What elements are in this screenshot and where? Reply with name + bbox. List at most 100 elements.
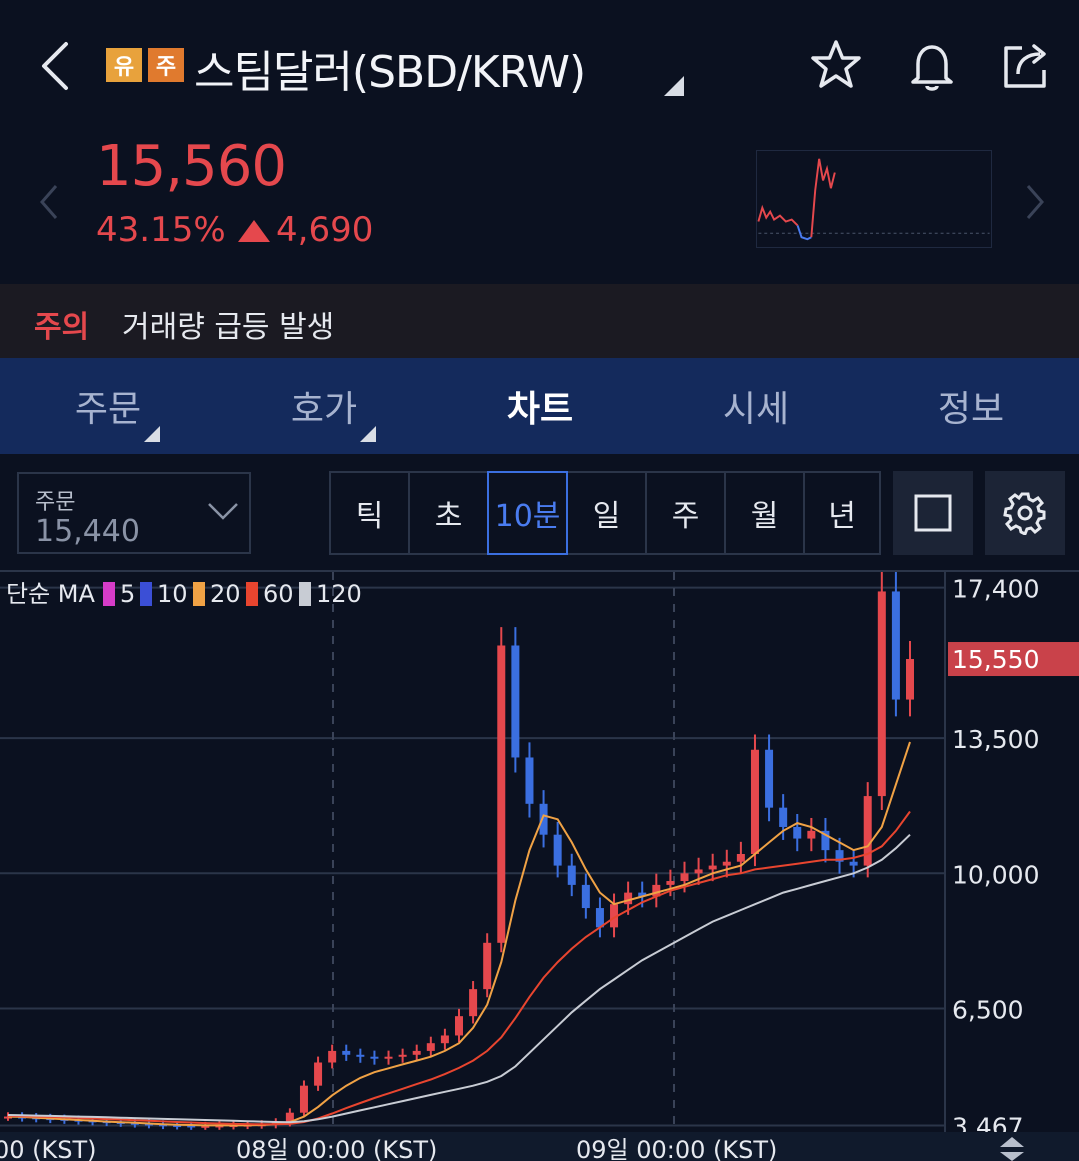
header: 유 주 스팀달러(SBD/KRW) bbox=[0, 0, 1079, 130]
bell-icon[interactable] bbox=[904, 38, 960, 94]
tab-info[interactable]: 정보 bbox=[863, 358, 1079, 454]
tab-chart[interactable]: 차트 bbox=[432, 358, 648, 454]
candle-body bbox=[906, 659, 914, 700]
period-year[interactable]: 년 bbox=[828, 499, 856, 534]
candle-body bbox=[356, 1054, 365, 1057]
candle-body bbox=[624, 892, 633, 905]
main-tabs: 주문 호가 차트 시세 정보 bbox=[0, 358, 1079, 454]
x-tick-label: 09일 00:00 (KST) bbox=[576, 1136, 777, 1161]
y-tick-label: 6,500 bbox=[952, 995, 1024, 1024]
period-day[interactable]: 일 bbox=[568, 473, 647, 553]
candle-body bbox=[595, 908, 604, 928]
next-coin-icon[interactable] bbox=[1020, 180, 1050, 224]
period-week[interactable]: 주 bbox=[647, 473, 726, 553]
order-label: 주문 bbox=[35, 490, 76, 515]
candle-body bbox=[891, 591, 900, 700]
candle-body bbox=[483, 942, 492, 990]
legend-swatch bbox=[140, 582, 152, 606]
tab-orderbook-caret-icon bbox=[360, 426, 376, 442]
alert-bar[interactable]: 주의 거래량 급등 발생 bbox=[0, 284, 1079, 358]
candle-body bbox=[314, 1062, 323, 1086]
candle-body bbox=[610, 904, 619, 928]
candle-body bbox=[144, 1123, 153, 1126]
candle-body bbox=[328, 1050, 337, 1063]
legend-label: 60 bbox=[263, 580, 294, 608]
candle-body bbox=[581, 884, 590, 909]
title-dropdown-icon[interactable] bbox=[664, 76, 684, 96]
period-tick[interactable]: 틱 bbox=[331, 473, 410, 553]
chevron-down-icon bbox=[208, 503, 238, 520]
candle-body bbox=[299, 1085, 308, 1113]
period-second[interactable]: 초 bbox=[410, 473, 489, 553]
candle-body bbox=[497, 645, 506, 943]
candle-body bbox=[793, 826, 802, 839]
period-month[interactable]: 월 bbox=[726, 473, 805, 553]
candle-body bbox=[750, 749, 759, 854]
scroll-down-icon bbox=[1000, 1152, 1024, 1161]
legend-swatch bbox=[246, 582, 258, 606]
tab-market[interactable]: 시세 bbox=[648, 358, 864, 454]
candle-body bbox=[201, 1125, 210, 1128]
legend-label: 10 bbox=[157, 580, 188, 608]
prev-coin-icon[interactable] bbox=[34, 180, 64, 224]
chart-toolbar: 주문 15,440 틱 초 10분 일 주 월 년 bbox=[0, 454, 1079, 570]
candle-body bbox=[426, 1043, 435, 1051]
share-icon[interactable] bbox=[998, 38, 1054, 94]
back-icon[interactable] bbox=[34, 38, 78, 94]
up-triangle-icon bbox=[238, 220, 270, 242]
period-selector: 틱 초 10분 일 주 월 년 bbox=[329, 471, 881, 555]
y-tick-label: 13,500 bbox=[952, 725, 1039, 754]
chart-type-button[interactable] bbox=[893, 471, 973, 555]
mini-chart-line-blue bbox=[796, 225, 812, 241]
candle-body bbox=[779, 807, 788, 827]
tab-order[interactable]: 주문 bbox=[0, 358, 216, 454]
candle-body bbox=[455, 1016, 463, 1036]
order-price-select[interactable]: 주문 15,440 bbox=[17, 472, 251, 554]
page-title[interactable]: 스팀달러(SBD/KRW) bbox=[194, 47, 586, 98]
tab-order-caret-icon bbox=[144, 426, 160, 442]
mini-price-chart[interactable] bbox=[756, 150, 992, 248]
candle-body bbox=[215, 1125, 224, 1128]
current-price-label: 15,550 bbox=[952, 645, 1039, 674]
tab-label: 정보 bbox=[937, 389, 1005, 430]
tab-label: 호가 bbox=[290, 389, 358, 430]
legend-label: 20 bbox=[210, 580, 241, 608]
candle-body bbox=[736, 854, 745, 862]
candle-body bbox=[173, 1125, 182, 1128]
scroll-up-icon bbox=[1000, 1137, 1024, 1147]
candle-body bbox=[708, 865, 717, 870]
candle-body bbox=[807, 830, 816, 839]
warning-tag: 유 bbox=[106, 48, 142, 82]
star-icon[interactable] bbox=[808, 38, 864, 94]
chart-settings-button[interactable] bbox=[985, 471, 1065, 555]
x-tick-label: 08일 00:00 (KST) bbox=[236, 1136, 437, 1161]
y-tick-label: 10,000 bbox=[952, 860, 1039, 889]
price-summary: 15,560 43.15% 4,690 bbox=[0, 130, 1079, 282]
candle-body bbox=[370, 1056, 379, 1059]
period-10min[interactable]: 10분 bbox=[487, 471, 568, 555]
legend-title: 단순 MA bbox=[6, 580, 95, 608]
y-tick-label: 17,400 bbox=[952, 575, 1039, 604]
change-amount: 4,690 bbox=[276, 210, 374, 250]
alert-text: 거래량 급등 발생 bbox=[122, 310, 335, 345]
price-chart[interactable]: 17,400 13,500 10,000 6,500 3,467 00 (KST) 08일 … bbox=[0, 570, 1079, 1161]
ma-20-line bbox=[7, 741, 911, 1127]
x-axis-strip bbox=[0, 1132, 1079, 1161]
candle-body bbox=[567, 865, 576, 885]
candle-body bbox=[666, 881, 675, 885]
tab-orderbook[interactable]: 호가 bbox=[216, 358, 432, 454]
candle-body bbox=[285, 1112, 294, 1123]
candle-body bbox=[835, 850, 844, 862]
mini-chart-line-red-2 bbox=[810, 158, 836, 238]
square-icon bbox=[914, 494, 952, 532]
caution-tag: 주 bbox=[148, 48, 184, 82]
legend-swatch bbox=[193, 582, 205, 606]
candle-body bbox=[525, 757, 534, 804]
candle-body bbox=[680, 873, 689, 882]
tab-label: 시세 bbox=[722, 389, 790, 430]
candle-body bbox=[638, 892, 647, 897]
candle-body bbox=[469, 989, 478, 1017]
mini-chart-line-red bbox=[757, 204, 799, 227]
candle-body bbox=[765, 749, 774, 808]
